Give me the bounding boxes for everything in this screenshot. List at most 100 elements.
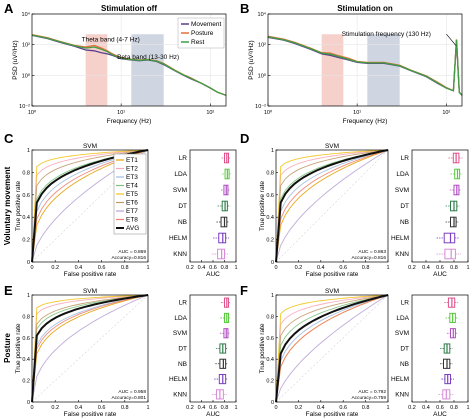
box-knn <box>444 248 456 260</box>
auc-annotation: AUC = 0.958 <box>118 389 146 395</box>
y-tick-label: 10² <box>22 43 30 49</box>
x-tick-label: 10² <box>442 110 450 116</box>
x-tick-label: 0.8 <box>121 405 129 411</box>
x-axis-label: False positive rate <box>64 411 117 418</box>
roc-curve <box>275 294 389 403</box>
y-tick-label: 0.8 <box>22 314 30 320</box>
roc-curve <box>31 294 149 403</box>
category-label: SVM <box>173 187 187 194</box>
legend-label: ET1 <box>126 157 138 164</box>
x-tick-label: 0.2 <box>51 405 59 411</box>
x-tick-label: 10¹ <box>117 110 125 116</box>
category-label: KNN <box>173 391 187 398</box>
category-label: LDA <box>174 315 187 322</box>
category-label: NB <box>400 219 409 226</box>
y-tick-label: 1 <box>27 293 30 299</box>
x-tick-label: 0.2 <box>295 265 303 271</box>
accuracy-annotation: Accuracy=0.801 <box>111 395 146 401</box>
chance-diagonal <box>31 149 149 263</box>
auc-annotation: AUC = 0.792 <box>358 389 386 395</box>
x-tick-label: 1 <box>466 265 469 271</box>
panel-letter-e: E <box>4 283 13 298</box>
category-label: LDA <box>174 171 187 178</box>
y-tick-label: 1 <box>271 148 274 154</box>
axes-frame <box>31 294 149 403</box>
roc-title: SVM <box>83 143 97 150</box>
x-axis-label: Frequency (Hz) <box>107 118 152 125</box>
legend-label: ET3 <box>126 174 138 181</box>
roc-title: SVM <box>325 288 339 295</box>
beta-band <box>131 34 164 106</box>
y-tick-label: 0.8 <box>266 170 274 176</box>
theta-band <box>85 34 108 106</box>
y-tick-label: 0.2 <box>22 238 30 244</box>
x-axis-label: False positive rate <box>64 271 117 278</box>
x-tick-label: 0.4 <box>75 265 83 271</box>
x-tick-label: 0.6 <box>98 265 106 271</box>
y-tick-label: 0.4 <box>22 357 30 363</box>
theta-band <box>321 34 344 106</box>
roc-curve <box>275 149 389 263</box>
category-label: SVM <box>395 187 409 194</box>
x-axis-label: AUC <box>433 411 447 418</box>
x-tick-label: 10⁰ <box>264 109 273 116</box>
roc-curve <box>275 294 389 403</box>
category-label: NB <box>400 361 409 368</box>
box-helm <box>443 232 456 244</box>
x-tick-label: 0 <box>274 405 277 411</box>
psd-line-posture <box>267 35 463 96</box>
x-axis-label: False positive rate <box>306 411 359 418</box>
category-label: DT <box>400 203 409 210</box>
roc-curve <box>31 294 149 403</box>
axes-frame <box>189 149 237 263</box>
category-label: NB <box>178 219 187 226</box>
category-label: HELM <box>391 235 409 242</box>
category-label: SVM <box>173 330 187 337</box>
y-tick-label: 10⁰ <box>22 72 31 79</box>
legend-label: AVG <box>126 225 139 232</box>
category-label: LR <box>179 155 188 162</box>
x-tick-label: 0.2 <box>51 265 59 271</box>
x-tick-label: 0.2 <box>186 405 194 411</box>
x-tick-label: 1 <box>146 405 149 411</box>
roc-curve <box>275 149 389 263</box>
beta-band-label: Beta band (13-30 Hz) <box>117 54 179 61</box>
roc-curve <box>275 149 389 263</box>
category-label: HELM <box>391 376 409 383</box>
roc-curve <box>275 294 389 403</box>
panel-letter-f: F <box>240 283 248 298</box>
auc-annotation: AUC = 0.863 <box>358 249 386 255</box>
category-label: LR <box>179 300 188 307</box>
x-tick-label: 0.4 <box>317 265 325 271</box>
y-tick-label: 0.8 <box>266 314 274 320</box>
y-tick-label: 0.2 <box>266 238 274 244</box>
legend-label: ET8 <box>126 217 138 224</box>
roc-curve-avg <box>275 294 389 403</box>
y-tick-label: 0.8 <box>22 170 30 176</box>
x-tick-label: 0.8 <box>450 265 458 271</box>
category-label: KNN <box>395 251 409 258</box>
x-tick-label: 0 <box>274 265 277 271</box>
annotation-arrow <box>446 34 457 47</box>
y-axis-label: PSD (uV²/Hz) <box>12 40 19 79</box>
category-label: NB <box>178 361 187 368</box>
x-tick-label: 1 <box>146 265 149 271</box>
x-tick-label: 0.6 <box>339 265 347 271</box>
y-tick-label: 0 <box>27 260 30 266</box>
x-tick-label: 0.4 <box>422 265 430 271</box>
y-tick-label: 0 <box>27 400 30 406</box>
legend-label: ET4 <box>126 183 138 190</box>
category-label: DT <box>400 346 409 353</box>
legend-label: Movement <box>191 21 222 28</box>
y-tick-label: 1 <box>27 148 30 154</box>
category-label: HELM <box>169 235 187 242</box>
y-tick-label: 0.4 <box>22 215 30 221</box>
roc-title: SVM <box>83 288 97 295</box>
legend-label: Rest <box>191 39 205 46</box>
roc-curve <box>275 149 389 263</box>
x-tick-label: 10¹ <box>353 110 361 116</box>
psd-line-movement <box>267 36 463 96</box>
legend-label: ET2 <box>126 166 138 173</box>
axes-frame <box>275 294 389 403</box>
category-label: DT <box>178 203 187 210</box>
